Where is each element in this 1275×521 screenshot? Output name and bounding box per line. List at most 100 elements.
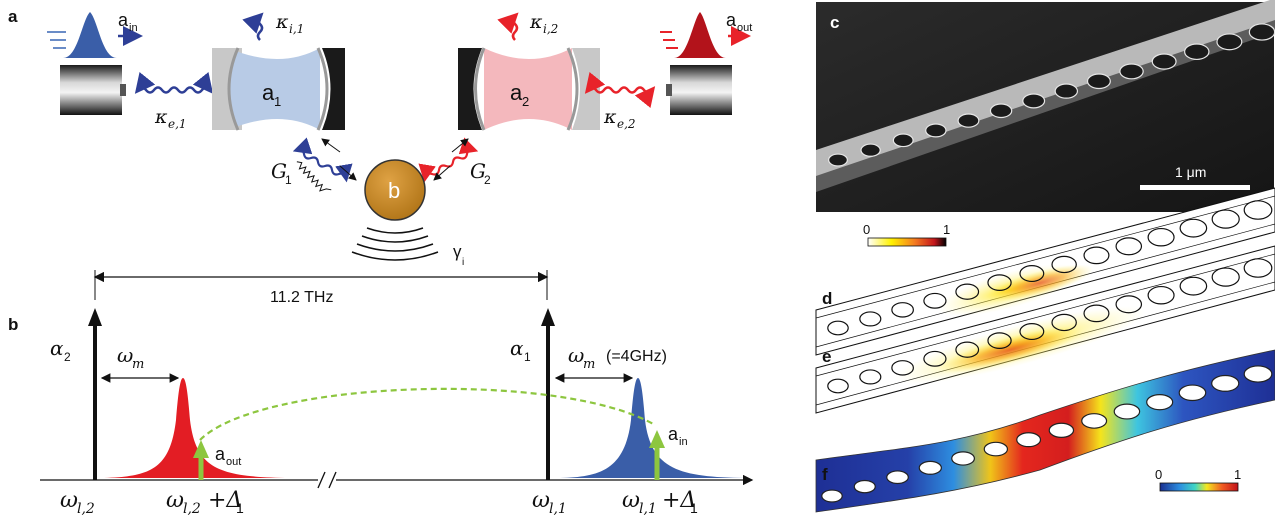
panel-e-hole	[923, 350, 947, 367]
sem-hole	[1248, 23, 1275, 41]
b-a-out-sub: out	[226, 456, 241, 468]
kappa-i1-label: κ	[275, 11, 289, 33]
sem-hole	[860, 143, 881, 157]
sem-hole	[957, 113, 980, 128]
b-a-in-label: a	[668, 424, 679, 444]
panel-e-hole	[1019, 323, 1045, 341]
sem-hole	[1022, 93, 1046, 109]
output-pulse	[660, 12, 751, 58]
kappa-e1-arrow	[134, 72, 214, 94]
cavity-1-sub: 1	[274, 94, 281, 109]
gamma-i-sub: i	[462, 257, 464, 268]
mechanical-mode	[364, 159, 426, 221]
colorbar-bottom-max: 1	[1234, 467, 1241, 482]
alpha2-label: α	[50, 336, 64, 360]
omega-m-left-label: ω	[117, 343, 133, 367]
panel-e-hole	[827, 378, 849, 394]
scale-bar-label: 1 μm	[1175, 164, 1206, 180]
a-in-label: a	[118, 10, 129, 30]
gamma-arcs	[351, 227, 439, 261]
panel-e-hole	[859, 369, 882, 385]
panel-f-hole	[886, 470, 909, 485]
panel-f: f	[815, 349, 1275, 513]
panel-d-holes	[827, 200, 1273, 336]
panel-letter-e: e	[822, 347, 831, 366]
panel-e-hole	[1179, 276, 1208, 296]
kappa-i1-arrow	[242, 12, 264, 41]
b-a-in-sub: in	[679, 436, 688, 448]
panel-f-hole	[1113, 403, 1141, 420]
right-fiber	[670, 65, 732, 115]
panel-c: c 1 μm	[816, 0, 1275, 212]
panel-d-hole	[1019, 265, 1045, 283]
panel-f-hole	[1211, 374, 1240, 392]
pump-arrowhead-1	[541, 308, 555, 326]
colorbar-top: 0 1	[863, 222, 950, 247]
panel-e-hole	[1083, 304, 1110, 323]
sem-hole	[989, 103, 1013, 119]
omega-m-right-sub: m	[583, 357, 595, 372]
pump-arrowhead-2	[88, 308, 102, 326]
x-label-2-suffix-sub: 1	[236, 500, 244, 516]
panel-d-hole	[859, 311, 882, 327]
a-out-label: a	[726, 10, 737, 30]
cavity-1-label: a	[262, 80, 275, 105]
x-label-4: ω l,1 +Δ 1	[622, 488, 698, 517]
panel-d-hole	[1211, 209, 1240, 229]
omega-m-value: (=4GHz)	[606, 348, 667, 365]
panel-letter-d: d	[822, 289, 832, 308]
sem-hole	[1054, 83, 1079, 99]
g2-label: G	[470, 159, 486, 183]
x-label-1-sub: l,2	[77, 501, 95, 517]
panel-f-hole	[918, 460, 942, 475]
panel-letter-c: c	[830, 13, 839, 32]
kappa-i2-label: κ	[529, 11, 543, 33]
x-label-3-sub: l,1	[549, 501, 567, 517]
x-label-1-main: ω	[60, 488, 78, 513]
panel-f-holes	[821, 365, 1273, 503]
panel-b: b 11.2 THz α 2 α 1 ω m ω m (=4GHz)	[8, 270, 754, 517]
x-label-4-main: ω	[622, 488, 640, 513]
sem-hole	[828, 153, 848, 167]
x-label-4-sub: l,1	[639, 501, 657, 517]
panel-d-hole	[1243, 200, 1273, 220]
panel-letter-f: f	[822, 465, 828, 484]
axis-break-2	[328, 471, 337, 489]
cavity-1	[212, 47, 345, 131]
panel-d-hole	[1051, 255, 1077, 274]
scale-bar	[1140, 185, 1250, 190]
panel-f-hole	[821, 489, 843, 503]
panel-f-hole	[1016, 432, 1042, 448]
blue-peak	[560, 378, 745, 478]
panel-e-hole	[1115, 295, 1143, 314]
cavity-2	[458, 47, 600, 131]
colorbar-top-max: 1	[943, 222, 950, 237]
alpha1-label: α	[510, 336, 524, 360]
panel-f-hole	[1146, 393, 1174, 411]
conversion-arc	[199, 387, 656, 441]
g1-label: G	[271, 159, 287, 183]
colorbar-top-min: 0	[863, 222, 870, 237]
x-label-3-main: ω	[532, 488, 550, 513]
panel-f-hole	[951, 451, 975, 466]
kappa-e2-label: κ	[603, 106, 617, 128]
x-label-2: ω l,2 +Δ 1	[166, 488, 244, 517]
g1-coupling	[292, 137, 357, 192]
x-label-2-main: ω	[166, 488, 184, 513]
panel-d-hole	[1115, 237, 1143, 256]
panel-d-hole	[1147, 227, 1175, 247]
panel-e-hole	[955, 341, 980, 358]
sem-hole	[1216, 33, 1243, 51]
panel-f-hole	[1081, 413, 1108, 429]
left-fiber	[60, 65, 122, 115]
kappa-e2-sub: e,2	[617, 117, 636, 131]
right-fiber-tip	[666, 84, 672, 96]
panel-e-hole	[1211, 267, 1240, 287]
a-out-sub: out	[737, 22, 752, 34]
panel-e-hole	[1147, 285, 1175, 305]
panel-d: d	[815, 187, 1275, 356]
panel-d-hole	[1083, 246, 1110, 265]
separation-label: 11.2 THz	[270, 289, 333, 306]
panel-d-hole	[955, 283, 980, 300]
kappa-e2-arrow	[584, 72, 656, 108]
